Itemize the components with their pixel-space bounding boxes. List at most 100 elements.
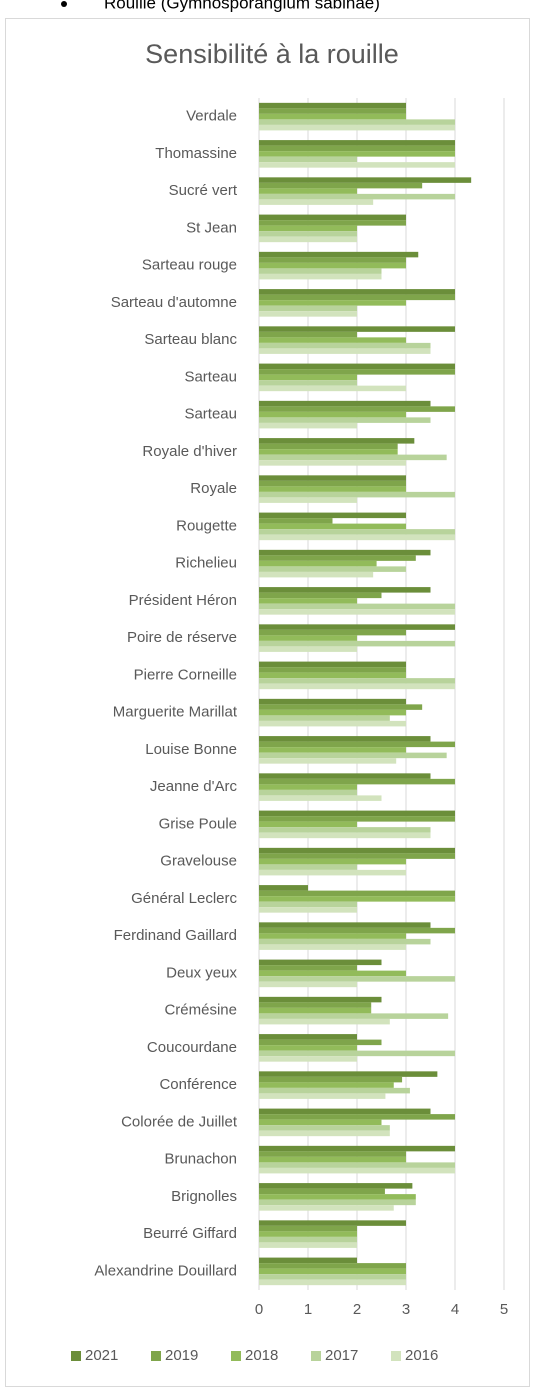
x-tick-label: 4 [451,1301,459,1318]
bar [259,486,406,492]
bar [259,491,455,498]
y-tick-label: Beurré Giffard [143,1225,237,1242]
y-tick-label: Sarteau d'automne [111,294,237,311]
bar [259,1194,416,1200]
bar [259,1145,455,1152]
bar [259,927,455,934]
y-tick-label: Conférence [159,1076,237,1093]
bar [259,305,357,312]
bar [259,736,431,742]
bar [259,592,382,599]
bar [259,162,455,168]
bar [259,475,406,481]
legend-label: 2019 [165,1347,198,1364]
y-tick-label: Sarteau blanc [144,331,237,348]
bar [259,348,431,354]
bar [259,220,406,226]
bar [259,1125,390,1131]
bar [259,497,357,503]
y-tick-label: Pierre Corneille [134,666,237,683]
y-tick-label: Brignolles [171,1188,237,1205]
bar [259,1205,394,1211]
y-tick-label: Alexandrine Douillard [94,1262,237,1279]
bar [259,1007,372,1014]
bar [259,300,406,306]
bar [259,896,455,902]
legend-swatch [151,1351,161,1361]
legend-label: 2016 [405,1347,438,1364]
bar [259,449,398,455]
bar [259,720,406,727]
bar [259,715,390,721]
bar [259,363,455,370]
bar [259,683,455,690]
y-tick-label: Sucré vert [169,182,238,199]
x-tick-label: 3 [402,1301,410,1318]
bar [259,640,455,647]
bar [259,709,406,716]
legend-label: 2021 [85,1347,118,1364]
y-tick-label: Président Héron [129,592,237,609]
bar [259,199,374,205]
bar [259,549,431,556]
bar [259,784,357,790]
bar [259,704,423,710]
bar [259,1183,413,1189]
bar [259,821,357,828]
y-tick-label: Brunachon [164,1151,237,1168]
bar [259,944,406,950]
y-tick-label: Grise Poule [159,815,237,832]
bar [259,1093,386,1099]
bar [259,1013,449,1019]
x-tick-label: 1 [304,1301,312,1318]
y-tick-label: Thomassine [155,145,237,162]
chart-title: Sensibilité à la rouille [145,39,399,69]
bar [259,1257,357,1264]
bar [259,571,374,578]
bar [259,890,455,897]
bar [259,1050,455,1057]
bar [259,529,455,535]
bar [259,268,382,274]
y-tick-label: Louise Bonne [145,741,237,758]
bar [259,512,406,519]
bar [259,385,406,392]
bar [259,156,357,163]
bar [259,1108,431,1115]
bar [259,257,406,263]
bar [259,1045,357,1051]
bar [259,151,455,157]
bar [259,438,415,444]
bar [259,273,382,280]
bar [259,460,406,466]
bar [259,858,406,865]
bar [259,380,357,386]
bar [259,678,455,684]
y-tick-label: St Jean [186,219,237,236]
bar [259,869,406,876]
bar [259,251,419,258]
y-tick-label: Coucourdane [147,1039,237,1056]
bar [259,1056,357,1062]
bar [259,901,357,908]
bar [259,1242,357,1248]
bar [259,1034,357,1040]
bar [259,996,382,1003]
bar [259,262,406,269]
bar [259,624,455,630]
bullet [61,1,67,7]
bar [259,108,406,114]
bar [259,411,406,418]
bar [259,534,455,541]
bar [259,609,455,615]
bar [259,1018,390,1025]
legend-swatch [391,1351,401,1361]
y-tick-label: Rougette [176,517,237,534]
bar [259,959,382,966]
bar [259,311,357,317]
bar [259,810,455,817]
bar [259,938,431,945]
y-tick-label: Sarteau rouge [142,257,237,274]
bar [259,225,357,232]
